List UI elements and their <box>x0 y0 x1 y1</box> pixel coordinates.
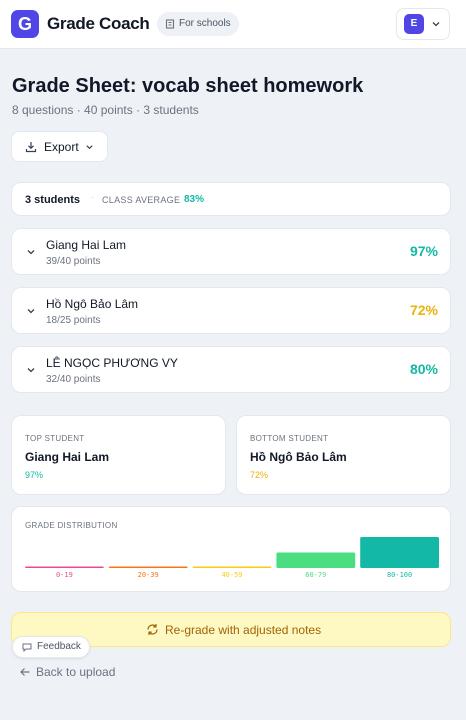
distribution-title: GRADE DISTRIBUTION <box>25 521 118 530</box>
badge-icon <box>165 19 175 29</box>
bin-label: 60-79 <box>305 571 326 579</box>
separator: · <box>91 192 95 203</box>
student-row[interactable]: LÊ NGỌC PHƯƠNG VY 32/40 points 80% <box>11 346 451 393</box>
student-percent: 72% <box>409 302 438 318</box>
student-percent: 80% <box>409 361 438 377</box>
student-count: 3 students <box>25 194 81 206</box>
back-arrow <box>20 668 30 676</box>
distribution-bar <box>108 566 188 568</box>
top-label: TOP STUDENT <box>25 434 85 443</box>
student-row[interactable]: Hồ Ngô Bảo Lâm 18/25 points 72% <box>11 287 451 334</box>
chevron <box>86 145 93 150</box>
bottom-percent: 72% <box>250 470 269 480</box>
student-name: Giang Hai Lam <box>46 238 127 252</box>
student-name: Hồ Ngô Bảo Lâm <box>46 297 139 311</box>
logo[interactable]: G <box>11 10 39 38</box>
bin-label: 20-39 <box>138 571 159 579</box>
student-name: LÊ NGỌC PHƯƠNG VY <box>46 356 178 370</box>
summary-card: 3 students · CLASS AVERAGE 83% <box>11 182 451 216</box>
average-value: 83% <box>184 194 205 205</box>
refresh-icon <box>147 624 158 635</box>
student-points: 32/40 points <box>46 374 101 385</box>
chat-icon <box>22 643 32 652</box>
export-button[interactable]: Export <box>11 131 108 162</box>
bin-label: 80-100 <box>387 571 412 579</box>
student-row[interactable]: Giang Hai Lam 39/40 points 97% <box>11 228 451 275</box>
export-label: Export <box>44 140 79 154</box>
expand-chevron <box>27 309 35 314</box>
back-link[interactable]: Back to upload <box>17 663 127 681</box>
student-percent: 97% <box>409 243 438 259</box>
avatar: E <box>404 14 424 34</box>
bottom-label: BOTTOM STUDENT <box>250 434 329 443</box>
back-label: Back to upload <box>36 665 116 679</box>
bin-label: 0-19 <box>56 571 73 579</box>
average-label: CLASS AVERAGE <box>102 195 181 205</box>
student-points: 39/40 points <box>46 256 101 267</box>
brand[interactable]: Grade Coach <box>47 14 150 33</box>
top-name: Giang Hai Lam <box>25 450 110 464</box>
expand-chevron <box>27 368 35 373</box>
expand-chevron <box>27 250 35 255</box>
bottom-student-card: BOTTOM STUDENT Hồ Ngô Bảo Lâm 72% <box>236 415 451 495</box>
badge: For schools <box>157 12 239 36</box>
distribution-card: GRADE DISTRIBUTION 0-19 20-39 40-59 60-79 80… <box>11 506 451 592</box>
page-subtitle: 8 questions · 40 points · 3 students <box>12 103 199 117</box>
download-icon <box>25 142 37 153</box>
regrade-label: Re-grade with adjusted notes <box>165 623 322 637</box>
distribution-bar <box>360 537 439 568</box>
top-percent: 97% <box>25 470 44 480</box>
page-title: Grade Sheet: vocab sheet homework <box>12 75 364 97</box>
bottom-name: Hồ Ngô Bảo Lâm <box>250 450 347 464</box>
badge-text: For schools <box>179 18 231 29</box>
top-student-card: TOP STUDENT Giang Hai Lam 97% <box>11 415 226 495</box>
student-points: 18/25 points <box>46 315 101 326</box>
distribution-bar <box>25 566 104 568</box>
feedback-button[interactable]: Feedback <box>12 636 90 658</box>
distribution-chart: 0-19 20-39 40-59 60-79 80-100 <box>25 537 439 579</box>
account-button[interactable]: E <box>396 8 450 40</box>
feedback-label: Feedback <box>37 641 81 652</box>
header: G Grade Coach For schools E <box>0 0 466 49</box>
distribution-bar <box>192 566 272 568</box>
chevron <box>432 22 440 27</box>
distribution-bar <box>276 552 356 568</box>
bin-label: 40-59 <box>221 571 242 579</box>
